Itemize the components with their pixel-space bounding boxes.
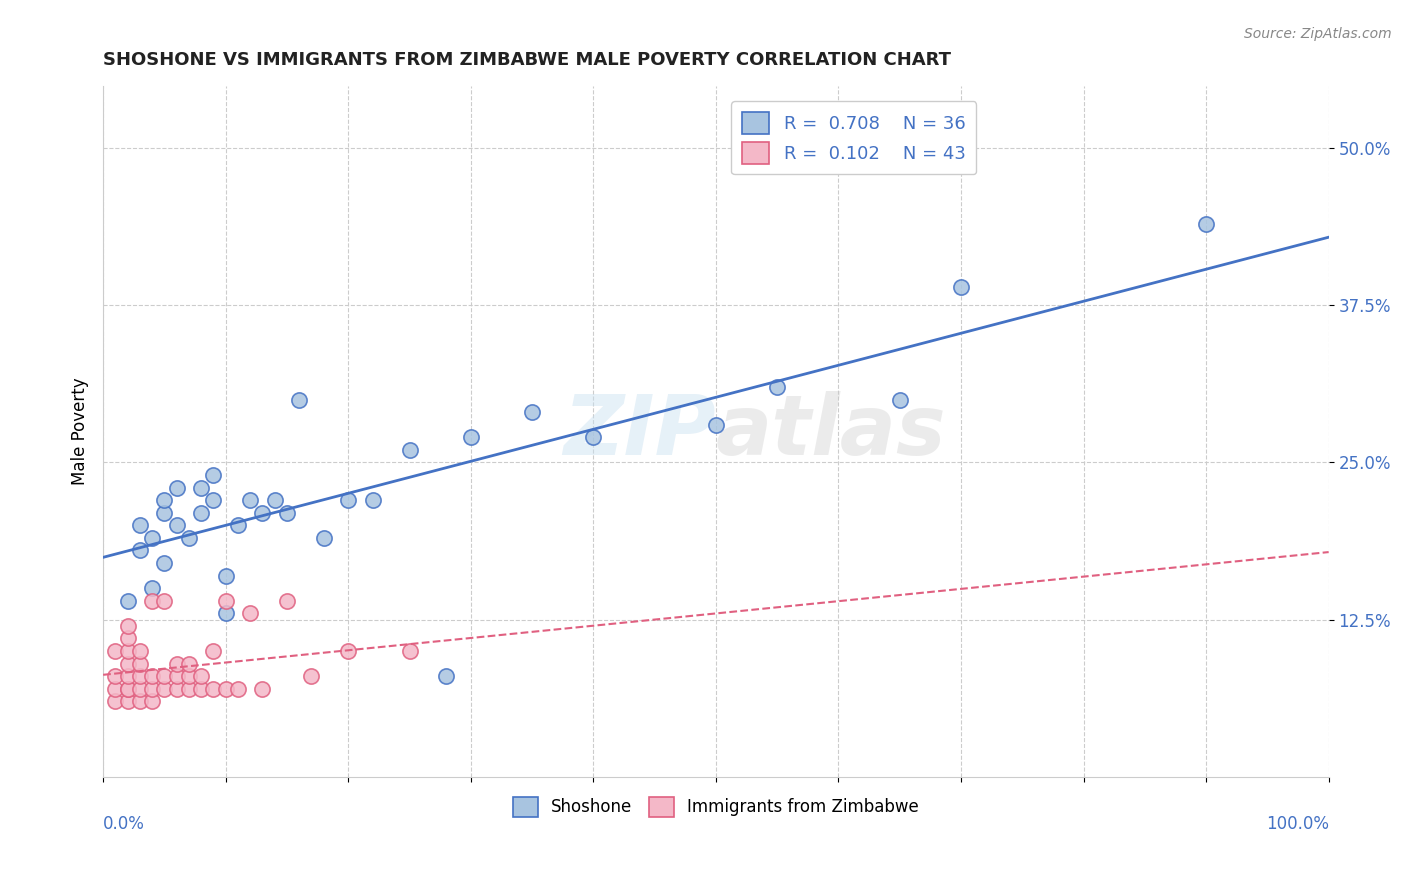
- Point: [361, 493, 384, 508]
- Point: [460, 430, 482, 444]
- Point: [141, 531, 163, 545]
- Point: [704, 417, 727, 432]
- Text: ZIP: ZIP: [564, 391, 716, 472]
- Point: [166, 681, 188, 696]
- Point: [153, 681, 176, 696]
- Point: [166, 669, 188, 683]
- Point: [141, 669, 163, 683]
- Point: [202, 493, 225, 508]
- Point: [190, 481, 212, 495]
- Point: [153, 593, 176, 607]
- Point: [301, 669, 323, 683]
- Point: [190, 669, 212, 683]
- Text: atlas: atlas: [716, 391, 946, 472]
- Point: [215, 681, 238, 696]
- Point: [166, 518, 188, 533]
- Point: [141, 694, 163, 708]
- Point: [190, 681, 212, 696]
- Point: [153, 506, 176, 520]
- Point: [117, 593, 139, 607]
- Point: [117, 619, 139, 633]
- Point: [226, 518, 249, 533]
- Text: Source: ZipAtlas.com: Source: ZipAtlas.com: [1244, 27, 1392, 41]
- Point: [276, 506, 298, 520]
- Point: [104, 694, 127, 708]
- Point: [288, 392, 311, 407]
- Point: [117, 657, 139, 671]
- Point: [949, 279, 972, 293]
- Point: [398, 644, 420, 658]
- Point: [128, 681, 150, 696]
- Point: [117, 681, 139, 696]
- Point: [202, 468, 225, 483]
- Point: [117, 632, 139, 646]
- Point: [117, 681, 139, 696]
- Point: [128, 644, 150, 658]
- Point: [128, 694, 150, 708]
- Y-axis label: Male Poverty: Male Poverty: [72, 377, 89, 485]
- Point: [889, 392, 911, 407]
- Point: [141, 581, 163, 595]
- Point: [226, 681, 249, 696]
- Point: [239, 607, 262, 621]
- Point: [141, 593, 163, 607]
- Point: [117, 644, 139, 658]
- Point: [104, 681, 127, 696]
- Point: [215, 607, 238, 621]
- Point: [117, 694, 139, 708]
- Point: [141, 681, 163, 696]
- Point: [434, 669, 457, 683]
- Point: [202, 644, 225, 658]
- Point: [190, 506, 212, 520]
- Point: [239, 493, 262, 508]
- Point: [104, 669, 127, 683]
- Point: [104, 644, 127, 658]
- Point: [177, 531, 200, 545]
- Point: [177, 681, 200, 696]
- Point: [166, 481, 188, 495]
- Point: [582, 430, 605, 444]
- Point: [177, 657, 200, 671]
- Point: [276, 593, 298, 607]
- Text: 0.0%: 0.0%: [103, 814, 145, 832]
- Point: [117, 669, 139, 683]
- Text: 100.0%: 100.0%: [1265, 814, 1329, 832]
- Point: [312, 531, 335, 545]
- Point: [128, 518, 150, 533]
- Point: [153, 556, 176, 570]
- Point: [202, 681, 225, 696]
- Point: [337, 493, 360, 508]
- Point: [177, 669, 200, 683]
- Point: [263, 493, 285, 508]
- Point: [128, 657, 150, 671]
- Legend: Shoshone, Immigrants from Zimbabwe: Shoshone, Immigrants from Zimbabwe: [506, 790, 925, 823]
- Point: [337, 644, 360, 658]
- Point: [520, 405, 543, 419]
- Point: [252, 506, 274, 520]
- Point: [166, 657, 188, 671]
- Text: SHOSHONE VS IMMIGRANTS FROM ZIMBABWE MALE POVERTY CORRELATION CHART: SHOSHONE VS IMMIGRANTS FROM ZIMBABWE MAL…: [103, 51, 950, 69]
- Point: [153, 493, 176, 508]
- Point: [215, 593, 238, 607]
- Point: [398, 442, 420, 457]
- Point: [153, 669, 176, 683]
- Point: [252, 681, 274, 696]
- Point: [128, 543, 150, 558]
- Point: [128, 669, 150, 683]
- Point: [215, 568, 238, 582]
- Point: [766, 380, 789, 394]
- Point: [1195, 217, 1218, 231]
